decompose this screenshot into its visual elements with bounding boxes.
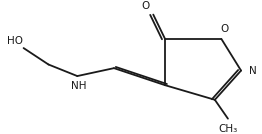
Text: NH: NH xyxy=(71,81,86,91)
Text: N: N xyxy=(249,66,257,76)
Text: HO: HO xyxy=(7,36,23,46)
Text: O: O xyxy=(141,1,150,11)
Text: O: O xyxy=(220,24,228,34)
Text: CH₃: CH₃ xyxy=(218,124,238,134)
